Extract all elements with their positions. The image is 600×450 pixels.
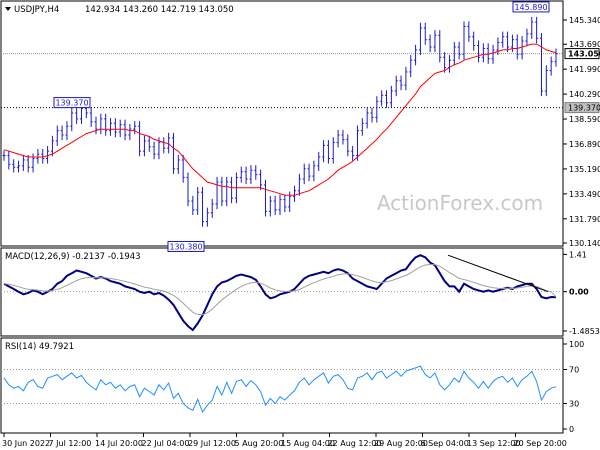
reference-price-box <box>564 102 600 114</box>
price-tick-label: 140.290 <box>569 90 600 99</box>
macd-tick-label: 1.41 <box>569 250 587 259</box>
annotation-box <box>512 1 550 13</box>
price-tick-label: 145.340 <box>569 16 600 25</box>
price-tick-label: 138.590 <box>569 115 600 124</box>
annotation-box <box>53 97 91 109</box>
rsi-tick-label: 100 <box>569 340 584 349</box>
x-tick-label: 7 Jul 12:00 <box>49 439 92 448</box>
rsi-tick-label: 70 <box>569 366 579 375</box>
macd-series-line <box>3 263 557 316</box>
rsi-label: RSI(14) 49.7921 <box>5 342 74 352</box>
x-tick-label: 15 Aug 04:00 <box>281 439 335 448</box>
macd-series-line <box>3 254 557 332</box>
macd-label: MACD(12,26,9) -0.2137 -0.1943 <box>5 252 141 262</box>
macd-plot <box>1 254 563 332</box>
rsi-plot <box>1 365 563 414</box>
x-tick-label: 30 Jun 2022 <box>2 439 50 448</box>
x-tick-label: 20 Sep 20:00 <box>514 439 567 448</box>
annotation-label: 130.380 <box>169 242 202 251</box>
x-tick-label: 29 Aug 20:00 <box>374 439 428 448</box>
rsi-line <box>3 365 557 414</box>
x-tick-label: 5 Aug 20:00 <box>235 439 284 448</box>
moving-average-line <box>3 43 557 196</box>
axes: 145.340 143.690 141.990 140.290 138.590 136.8… <box>2 16 600 448</box>
annotation-label: 145.890 <box>514 3 547 12</box>
current-price-box <box>564 48 600 60</box>
rsi-tick-label: 30 <box>569 400 579 409</box>
x-tick-label: 13 Sep 12:00 <box>467 439 520 448</box>
price-tick-label: 131.790 <box>569 215 600 224</box>
price-symbol-label: USDJPY,H4 <box>14 5 59 15</box>
macd-tick-label: 0.00 <box>569 288 589 297</box>
collapse-triangle-icon[interactable] <box>5 7 11 11</box>
rsi-panel <box>0 337 564 434</box>
price-plot: 145.890 139.370 130.380 <box>1 1 563 252</box>
annotation-box <box>167 240 205 252</box>
price-tick-label: 143.690 <box>569 40 600 49</box>
x-tick-label: 14 Jul 20:00 <box>95 439 143 448</box>
watermark-text: ActionForex.com <box>377 191 543 215</box>
x-tick-label: 29 Jul 12:00 <box>188 439 236 448</box>
price-tick-label: 141.990 <box>569 65 600 74</box>
price-tick-label: 130.140 <box>569 239 600 248</box>
reference-price-label: 139.370 <box>568 104 600 113</box>
annotation-label: 139.370 <box>55 99 88 108</box>
price-ohlc-label: 142.934 143.260 142.719 143.050 <box>85 5 234 15</box>
current-price-label: 143.050 <box>568 50 600 59</box>
x-tick-label: 6 Sep 04:00 <box>421 439 469 448</box>
macd-trend-line <box>447 254 549 293</box>
price-tick-label: 133.490 <box>569 190 600 199</box>
price-tick-label: 135.190 <box>569 165 600 174</box>
rsi-tick-label: 0 <box>569 425 574 434</box>
x-tick-label: 22 Jul 04:00 <box>142 439 190 448</box>
x-tick-label: 22 Aug 12:00 <box>328 439 382 448</box>
macd-tick-label: -1.4853 <box>569 327 600 336</box>
price-tick-label: 136.890 <box>569 140 600 149</box>
